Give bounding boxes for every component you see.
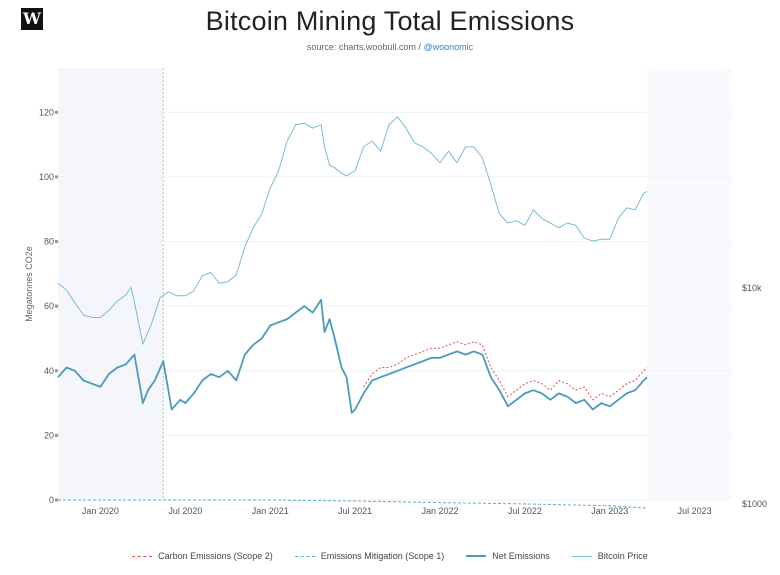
y-tick-label: 20 [44, 430, 54, 440]
legend-swatch-carbon [132, 555, 153, 557]
y-tick-label: 60 [44, 301, 54, 311]
series-line-carbon-emissions-scope-2 [363, 341, 648, 401]
source-text: source: charts.woobull.com / [306, 42, 424, 52]
legend-item-mitigation[interactable]: Emissions Mitigation (Scope 1) [294, 551, 445, 561]
grid-lines [58, 111, 732, 501]
legend-label-mitigation: Emissions Mitigation (Scope 1) [320, 551, 445, 561]
source-handle-link[interactable]: @woonomic [423, 42, 474, 52]
y-tick-label: 120 [39, 107, 54, 117]
x-tick-label: Jul 2023 [678, 506, 712, 516]
y-axis-label: Megatonnes CO2e [24, 246, 34, 322]
x-tick-label: Jul 2020 [168, 506, 202, 516]
series-line-emissions-mitigation-scope-1 [58, 499, 648, 509]
y-tick-mark [55, 110, 58, 114]
y-tick-mark [55, 498, 58, 502]
y-tick-label: 100 [39, 172, 54, 182]
chart-subtitle: source: charts.woobull.com / @woonomic [0, 42, 780, 52]
y-tick-mark [55, 240, 58, 244]
y-tick-mark [55, 369, 58, 373]
series-group [57, 116, 648, 509]
x-tick-label: Jan 2022 [421, 506, 458, 516]
y2-tick-label: $1000 [742, 499, 767, 509]
y-tick-mark [55, 304, 58, 308]
y2-axis-ticks: $1000 $10k [742, 283, 767, 509]
legend-swatch-net [466, 555, 487, 557]
woobull-logo: W [21, 8, 43, 30]
x-tick-label: Jan 2020 [82, 506, 119, 516]
y-tick-mark [55, 433, 58, 437]
x-axis-ticks: Jan 2020 Jul 2020 Jan 2021 Jul 2021 Jan 2022… [82, 506, 712, 516]
x-tick-label: Jul 2022 [508, 506, 542, 516]
y-tick-label: 0 [49, 495, 54, 505]
y-axis-ticks: 0 20 40 60 80 100 120 [39, 107, 58, 505]
legend-swatch-mitigation [294, 555, 315, 557]
plot-background [58, 68, 732, 500]
series-line-net-emissions [57, 298, 648, 414]
legend-item-carbon[interactable]: Carbon Emissions (Scope 2) [132, 551, 273, 561]
chart-legend: Carbon Emissions (Scope 2) Emissions Mit… [0, 551, 780, 561]
x-tick-label: Jul 2021 [338, 506, 372, 516]
y-tick-label: 80 [44, 237, 54, 247]
legend-item-net[interactable]: Net Emissions [466, 551, 550, 561]
pre-halving-shade [58, 68, 164, 500]
y2-tick-label: $10k [742, 283, 762, 293]
legend-label-price: Bitcoin Price [597, 551, 648, 561]
legend-label-net: Net Emissions [492, 551, 550, 561]
chart-title: Bitcoin Mining Total Emissions [205, 6, 575, 36]
series-line-bitcoin-price [57, 116, 648, 345]
legend-swatch-price [571, 555, 592, 557]
post-data-shade [647, 68, 732, 500]
legend-item-price[interactable]: Bitcoin Price [571, 551, 648, 561]
legend-label-carbon: Carbon Emissions (Scope 2) [158, 551, 273, 561]
x-tick-label: Jan 2021 [252, 506, 289, 516]
y-tick-mark [55, 175, 58, 179]
y-tick-label: 40 [44, 366, 54, 376]
x-tick-label: Jan 2023 [591, 506, 628, 516]
